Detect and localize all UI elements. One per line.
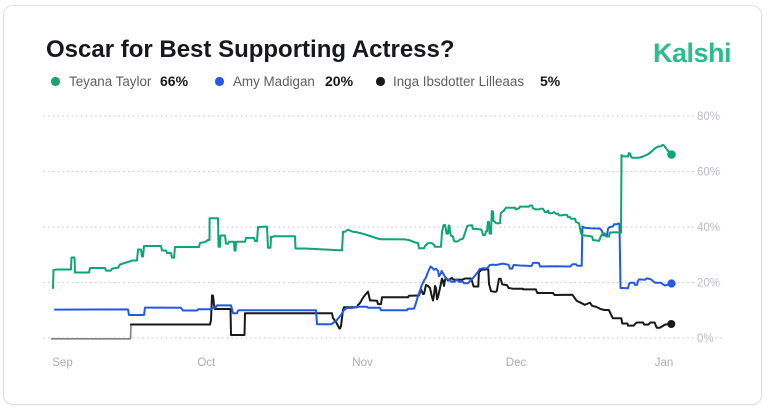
svg-text:60%: 60%	[697, 167, 720, 179]
svg-text:Sep: Sep	[52, 357, 72, 369]
svg-text:80%: 80%	[697, 111, 720, 123]
svg-text:20%: 20%	[697, 278, 720, 290]
svg-text:Nov: Nov	[352, 357, 373, 369]
svg-text:Jan: Jan	[655, 357, 674, 369]
svg-text:40%: 40%	[697, 222, 720, 234]
svg-text:Oct: Oct	[197, 357, 216, 369]
svg-text:0%: 0%	[697, 333, 714, 345]
svg-text:Dec: Dec	[506, 357, 527, 369]
